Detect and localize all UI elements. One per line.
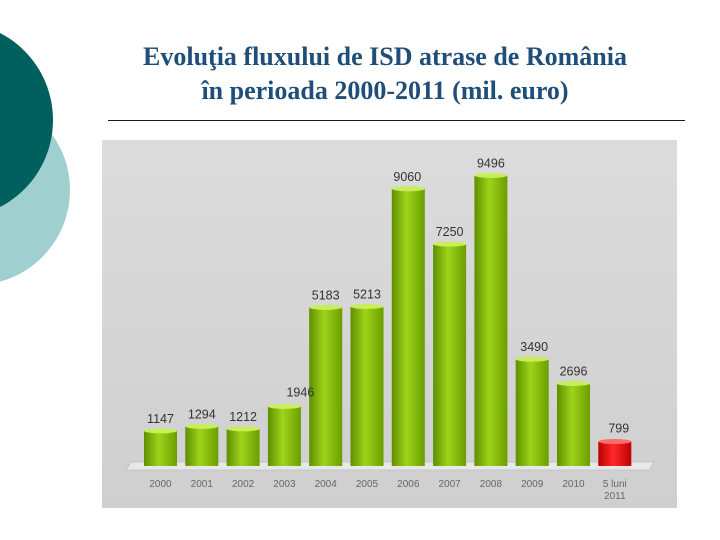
value-label-2: 1212 [229, 410, 257, 424]
bar-2 [226, 428, 260, 466]
bar-top-7 [433, 241, 467, 247]
tick-label-5: 2005 [356, 479, 379, 490]
title-divider [108, 120, 685, 121]
tick-label-0: 2000 [149, 479, 172, 490]
tick-label-2: 2002 [232, 479, 255, 490]
bar-10 [557, 383, 590, 466]
bar-top-1 [185, 423, 219, 429]
decor-dark-circle [0, 32, 53, 208]
bar-top-9 [515, 356, 549, 362]
bar-top-5 [350, 303, 384, 309]
tick-label-3: 2003 [273, 479, 296, 490]
value-label-10: 2696 [560, 365, 588, 379]
bar-7 [433, 244, 467, 466]
bar-top-0 [144, 428, 177, 434]
bar-top-10 [557, 381, 590, 387]
bar-0 [144, 430, 177, 466]
value-label-5: 5213 [353, 287, 381, 301]
value-label-11: 799 [608, 422, 629, 436]
value-label-3: 1946 [286, 385, 314, 399]
value-label-0: 1147 [147, 412, 174, 426]
bar-top-3 [267, 403, 301, 409]
slide-title-line2: în perioada 2000-2011 (mil. euro) [201, 76, 569, 105]
value-label-8: 9496 [477, 156, 505, 170]
bar-9 [515, 359, 549, 466]
tick-label-1: 2001 [191, 479, 214, 490]
value-label-9: 3490 [520, 340, 548, 354]
bar-1 [185, 426, 219, 466]
tick-label-9: 2009 [521, 479, 544, 490]
tick-label-7: 2007 [438, 479, 461, 490]
bar-8 [474, 175, 508, 466]
fdi-bar-chart: 1147 1294 1212 1946 5183 5213 9060 7250 9496 3490… [102, 140, 677, 508]
value-label-1: 1294 [188, 407, 216, 421]
slide-title-line1: Evoluţia fluxului de ISD atrase de Român… [143, 42, 627, 71]
bar-top-2 [226, 426, 260, 432]
bar-4 [309, 307, 343, 466]
tick-label-6: 2006 [397, 479, 420, 490]
tick-label-8: 2008 [480, 479, 503, 490]
tick-label-11: 5 luni 2011 [603, 479, 627, 502]
value-label-6: 9060 [393, 170, 421, 184]
decorative-circles [0, 32, 70, 282]
bar-top-6 [391, 186, 425, 192]
bar-11 [598, 441, 632, 466]
bar-top-8 [474, 172, 508, 178]
slide-title: Evoluţia fluxului de ISD atrase de Român… [80, 40, 690, 108]
value-label-4: 5183 [312, 288, 340, 302]
bar-top-4 [309, 304, 343, 310]
tick-label-4: 2004 [315, 479, 338, 490]
bar-3 [267, 406, 301, 466]
tick-label-10: 2010 [562, 479, 585, 490]
bar-6 [391, 188, 425, 466]
bar-top-11 [598, 439, 632, 445]
value-label-7: 7250 [436, 225, 464, 239]
bar-5 [350, 306, 384, 466]
